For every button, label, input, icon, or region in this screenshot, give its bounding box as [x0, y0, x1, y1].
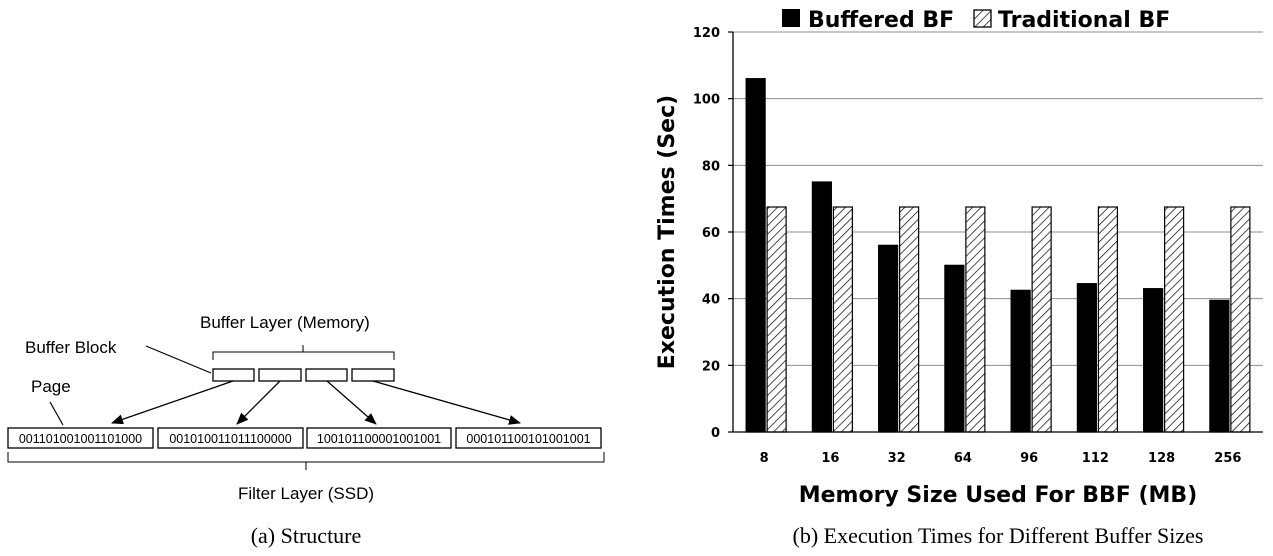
y-tick-labels: 0 20 40 60 80 100 120 — [693, 26, 733, 441]
page-box — [455, 427, 602, 449]
bar-buffered-bf — [944, 264, 965, 433]
x-tick-label: 96 — [1020, 451, 1038, 466]
page-bits: 000101100101001001 — [466, 432, 590, 446]
legend-swatch-buffered — [782, 9, 800, 27]
arrow-to-page-3 — [326, 380, 377, 425]
bar-traditional-bf — [899, 206, 920, 433]
x-tick-label: 256 — [1214, 451, 1241, 466]
arrow-to-page-4 — [372, 380, 521, 425]
x-axis-label: Memory Size Used For BBF (MB) — [799, 483, 1198, 508]
y-tick-label: 100 — [693, 93, 720, 108]
structure-diagram: Buffer Layer (Memory) Buffer Block Page … — [7, 313, 605, 548]
filter-layer-label: Filter Layer (SSD) — [238, 484, 374, 503]
caption-b: (b) Execution Times for Different Buffer… — [793, 523, 1204, 548]
x-tick-labels: 8 16 32 64 96 112 128 256 — [760, 451, 1242, 466]
bar-buffered-bf — [745, 78, 766, 433]
bar-traditional-bf — [1097, 206, 1118, 433]
y-tick-label: 40 — [702, 293, 720, 308]
y-tick-label: 60 — [702, 226, 720, 241]
arrow-to-page-1 — [111, 380, 234, 425]
page-bits: 001010011011100000 — [169, 432, 291, 446]
legend: Buffered BF Traditional BF — [782, 8, 1170, 33]
legend-label-traditional: Traditional BF — [998, 8, 1170, 33]
page-label: Page — [31, 377, 71, 396]
buffer-layer-label: Buffer Layer (Memory) — [200, 313, 370, 332]
arrow-to-page-2 — [236, 380, 281, 425]
page-box — [7, 427, 154, 449]
bar-buffered-bf — [1209, 299, 1230, 433]
bar-traditional-bf — [1164, 206, 1185, 433]
caption-a: (a) Structure — [251, 523, 362, 548]
bar-traditional-bf — [1031, 206, 1052, 433]
x-tick-label: 64 — [954, 451, 972, 466]
bar-buffered-bf — [1010, 289, 1031, 433]
x-tick-label: 128 — [1148, 451, 1175, 466]
buffer-block — [305, 368, 348, 382]
page-bits: 100101100001001001 — [317, 432, 441, 446]
execution-time-chart: Buffered BF Traditional BF 0 20 40 60 80 100 1… — [655, 8, 1263, 548]
legend-swatch-traditional — [973, 9, 992, 28]
bar-traditional-bf — [1230, 206, 1251, 433]
buffer-block — [212, 368, 255, 382]
buffer-block-pointer — [145, 345, 212, 374]
bar-buffered-bf — [811, 181, 832, 433]
page-bits: 001101001001101000 — [19, 432, 142, 446]
page-pointer — [49, 401, 64, 426]
bars — [745, 78, 1251, 433]
y-tick-label: 80 — [702, 159, 720, 174]
bar-buffered-bf — [1076, 283, 1097, 433]
bar-buffered-bf — [1143, 288, 1164, 433]
y-tick-label: 20 — [702, 359, 720, 374]
y-axis-label: Execution Times (Sec) — [655, 95, 680, 369]
buffer-layer-brace — [212, 345, 395, 360]
legend-label-buffered: Buffered BF — [808, 8, 954, 33]
bar-buffered-bf — [878, 244, 899, 433]
x-tick-label: 32 — [888, 451, 906, 466]
x-tick-label: 112 — [1082, 451, 1109, 466]
bar-traditional-bf — [832, 206, 853, 433]
buffer-block-label: Buffer Block — [25, 338, 117, 357]
filter-layer-brace — [7, 452, 605, 470]
buffer-block — [351, 368, 395, 382]
x-tick-label: 16 — [821, 451, 839, 466]
x-tick-label: 8 — [760, 451, 769, 466]
page-box — [306, 427, 452, 449]
page-box — [157, 427, 304, 449]
bar-traditional-bf — [965, 206, 986, 433]
buffer-block — [258, 368, 302, 382]
y-tick-label: 120 — [693, 26, 720, 41]
y-tick-label: 0 — [711, 426, 720, 441]
bar-traditional-bf — [766, 206, 787, 433]
